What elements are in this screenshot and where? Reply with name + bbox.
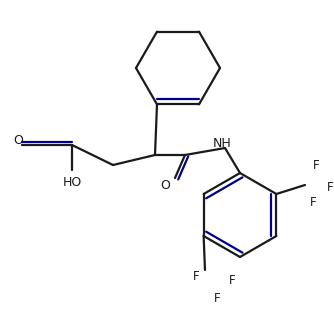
Text: O: O	[160, 178, 170, 192]
Text: O: O	[13, 134, 23, 147]
Text: F: F	[327, 181, 333, 194]
Text: F: F	[229, 273, 235, 287]
Text: HO: HO	[62, 175, 81, 188]
Text: F: F	[313, 158, 319, 172]
Text: F: F	[193, 270, 199, 283]
Text: NH: NH	[213, 137, 231, 149]
Text: F: F	[214, 291, 220, 305]
Text: F: F	[310, 196, 316, 210]
